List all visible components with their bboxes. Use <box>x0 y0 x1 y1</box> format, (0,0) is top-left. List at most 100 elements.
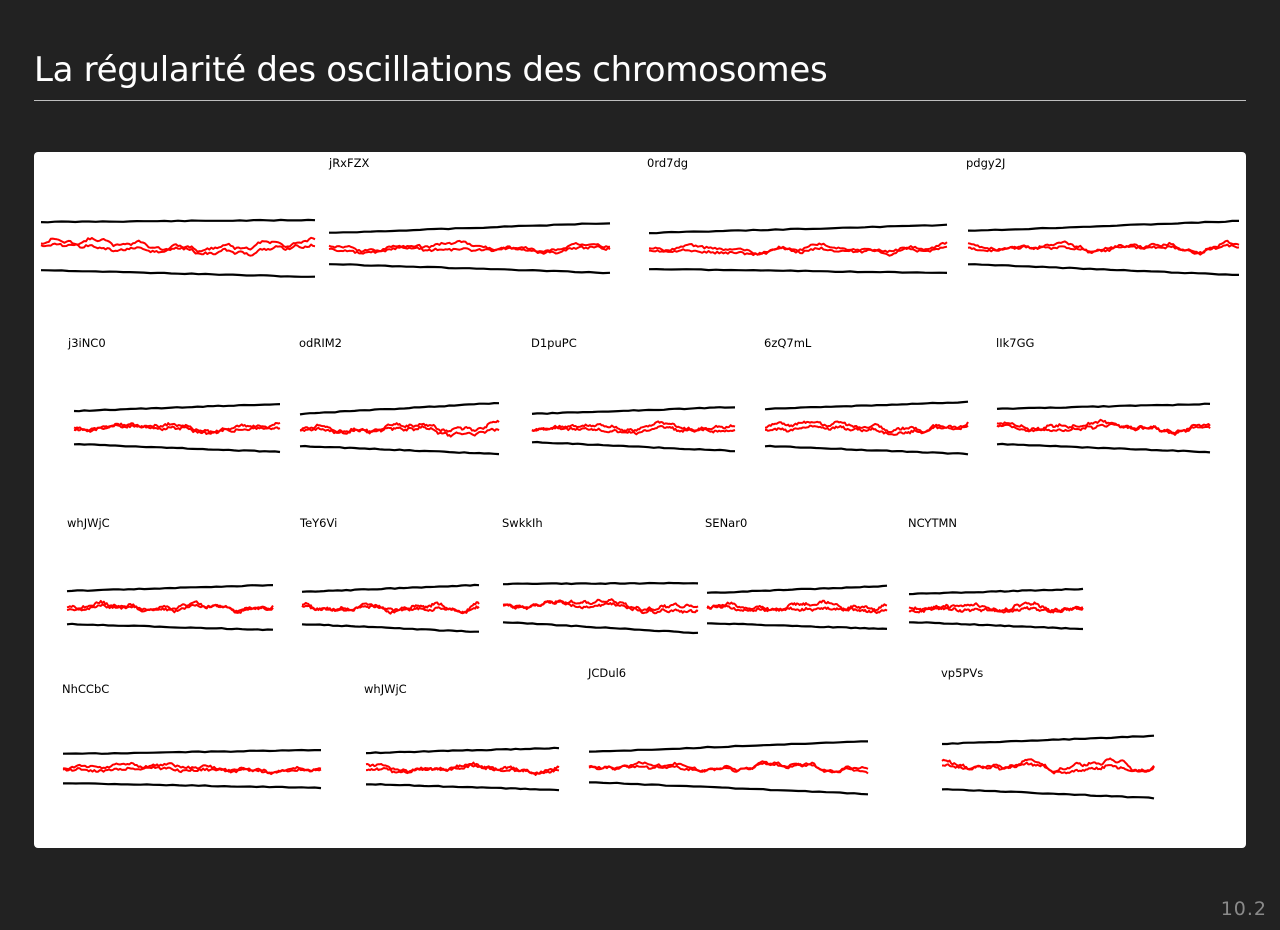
kymograph-label: SENar0 <box>705 516 747 530</box>
upper-pole-track <box>73 403 281 413</box>
lower-pole-track <box>996 442 1211 454</box>
slide-page-number: 10.2 <box>1220 898 1267 920</box>
lower-pole-track <box>589 781 869 796</box>
chromatid-trajectory <box>328 239 611 253</box>
chromatid-trajectory <box>40 236 316 253</box>
chromatid-trajectory <box>996 422 1211 436</box>
lower-pole-track <box>365 782 560 792</box>
chromatid-trajectory <box>63 761 322 775</box>
kymograph-5: j3iNC0 <box>67 336 281 454</box>
kymograph-17: JCDul6 <box>587 666 869 796</box>
kymograph-8: 6zQ7mL <box>764 336 969 456</box>
upper-pole-track <box>365 746 560 755</box>
chromatid-trajectory <box>531 425 736 436</box>
kymograph-2: jRxFZX <box>328 156 611 275</box>
lower-pole-track <box>764 444 969 456</box>
lower-pole-track <box>908 621 1084 631</box>
upper-pole-track <box>942 734 1155 746</box>
chromatid-trajectory <box>765 424 969 436</box>
lower-pole-track <box>299 444 500 456</box>
lower-pole-track <box>941 788 1155 800</box>
kymograph-18: vp5PVs <box>941 666 1155 800</box>
kymograph-label: pdgy2J <box>966 156 1005 170</box>
upper-pole-track <box>301 583 480 593</box>
lower-pole-track <box>40 269 316 278</box>
lower-pole-track <box>66 622 274 632</box>
lower-pole-track <box>706 622 888 630</box>
lower-pole-track <box>967 263 1239 276</box>
upper-pole-track <box>648 223 948 235</box>
kymograph-9: lIk7GG <box>996 336 1211 454</box>
chromatid-trajectory <box>706 604 888 615</box>
kymograph-label: odRIM2 <box>299 336 342 350</box>
chromatid-trajectory <box>40 242 316 257</box>
chromatid-trajectory <box>588 761 869 775</box>
upper-pole-track <box>531 406 736 415</box>
lower-pole-track <box>648 267 948 274</box>
kymograph-6: odRIM2 <box>299 336 500 456</box>
kymograph-14: NCYTMN <box>908 516 1084 631</box>
upper-pole-track <box>502 581 699 586</box>
chromatid-trajectory <box>648 245 948 257</box>
chromatid-trajectory <box>73 423 281 435</box>
upper-pole-track <box>62 748 321 755</box>
upper-pole-track <box>908 587 1084 596</box>
lower-pole-track <box>301 623 479 633</box>
kymograph-3: 0rd7dg <box>647 156 948 274</box>
kymograph-label: j3iNC0 <box>67 336 106 350</box>
kymograph-15: NhCCbC <box>62 682 322 790</box>
kymograph-label: lIk7GG <box>996 336 1034 350</box>
kymograph-label: NCYTMN <box>908 516 957 530</box>
chromatid-trajectory <box>299 419 500 435</box>
chromatid-trajectory <box>967 243 1240 255</box>
lower-pole-track <box>531 440 736 453</box>
kymograph-label: vp5PVs <box>941 666 983 680</box>
lower-pole-track <box>73 442 281 454</box>
upper-pole-track <box>967 219 1239 232</box>
kymograph-label: NhCCbC <box>62 682 109 696</box>
kymograph-label: JCDul6 <box>587 666 626 680</box>
chromatid-trajectory <box>942 761 1155 775</box>
kymograph-label: TeY6Vi <box>299 516 337 530</box>
chromatid-trajectory <box>62 765 322 776</box>
kymograph-16: whJWjC <box>364 682 560 792</box>
kymograph-7: D1puPC <box>531 336 736 453</box>
chromatid-trajectory <box>908 606 1084 614</box>
slide-title: La régularité des oscillations des chrom… <box>34 50 828 90</box>
upper-pole-track <box>329 222 611 234</box>
title-divider <box>34 100 1246 101</box>
chromatid-trajectory <box>66 599 274 614</box>
upper-pole-track <box>299 401 500 416</box>
chromatid-trajectory <box>366 763 560 775</box>
kymograph-1 <box>40 218 316 278</box>
chromatid-trajectory <box>707 599 888 612</box>
kymograph-label: whJWjC <box>364 682 407 696</box>
upper-pole-track <box>40 218 316 224</box>
upper-pole-track <box>588 740 868 753</box>
lower-pole-track <box>62 782 322 790</box>
kymograph-13: SENar0 <box>705 516 888 630</box>
chromatid-trajectory <box>66 603 274 614</box>
chromatid-trajectory <box>299 425 500 438</box>
upper-pole-track <box>764 400 969 411</box>
kymograph-label: whJWjC <box>67 516 110 530</box>
kymograph-figure: jRxFZX 0rd7dg pdgy2J j3iNC0 odRIM2 D1puPC 6zQ7… <box>40 156 1240 800</box>
kymograph-label: D1puPC <box>531 336 577 350</box>
chromatid-trajectory <box>502 598 699 612</box>
chromatid-trajectory <box>648 241 948 257</box>
kymograph-figure-panel: jRxFZX 0rd7dg pdgy2J j3iNC0 odRIM2 D1puPC 6zQ7… <box>34 152 1246 848</box>
kymograph-11: TeY6Vi <box>299 516 480 633</box>
kymograph-label: 6zQ7mL <box>764 336 812 350</box>
upper-pole-track <box>66 584 274 593</box>
lower-pole-track <box>328 263 611 275</box>
kymograph-label: jRxFZX <box>328 156 369 170</box>
upper-pole-track <box>706 584 888 594</box>
kymograph-label: SwkkIh <box>502 516 543 530</box>
kymograph-10: whJWjC <box>66 516 274 632</box>
kymograph-label: 0rd7dg <box>647 156 688 170</box>
lower-pole-track <box>502 621 699 635</box>
chromatid-trajectory <box>502 600 699 615</box>
chromatid-trajectory <box>301 604 480 615</box>
kymograph-4: pdgy2J <box>966 156 1240 276</box>
kymograph-12: SwkkIh <box>502 516 699 635</box>
